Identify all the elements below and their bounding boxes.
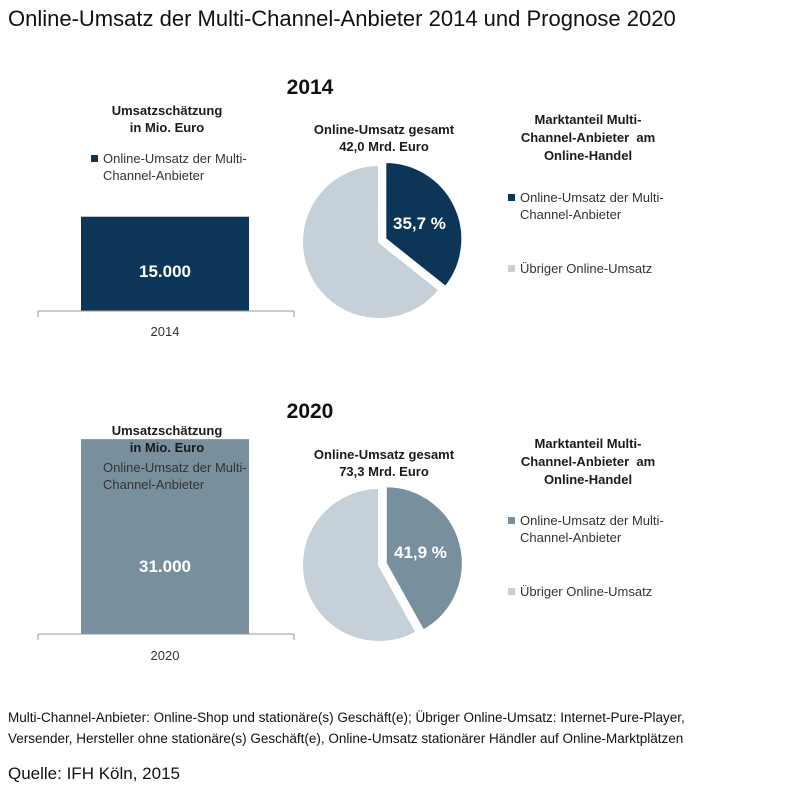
pie-title-line2: 42,0 Mrd. Euro xyxy=(339,139,429,154)
legend-label: Übriger Online-Umsatz xyxy=(520,261,653,276)
legend-label: Online-Umsatz der Multi- xyxy=(103,460,247,475)
legend-label-cont: Channel-Anbieter xyxy=(520,207,622,222)
source-note: Quelle: IFH Köln, 2015 xyxy=(8,764,180,783)
pie-slice-mc-2020 xyxy=(384,485,464,632)
pie-title-2014: Online-Umsatz gesamt 42,0 Mrd. Euro xyxy=(284,121,484,155)
share-title-line1: Marktanteil Multi- xyxy=(534,436,642,451)
legend-label: Online-Umsatz der Multi- xyxy=(103,151,247,166)
bar-title-2020: Umsatzschätzung in Mio. Euro xyxy=(67,422,267,456)
pie-slice-rest-2014 xyxy=(301,163,441,320)
pie-title-line1: Online-Umsatz gesamt xyxy=(313,447,455,462)
pie-slice-rest-2020 xyxy=(301,486,418,643)
bar-legend-2020: Online-Umsatz der Multi- Channel-Anbiete… xyxy=(91,459,247,493)
pie-title-2020: Online-Umsatz gesamt 73,3 Mrd. Euro xyxy=(284,446,484,480)
legend-label-cont: Channel-Anbieter xyxy=(103,168,205,183)
legend-swatch xyxy=(508,265,515,272)
legend-swatch xyxy=(508,194,515,201)
pie-legend-rest-2020: Übriger Online-Umsatz xyxy=(508,583,652,600)
bar-2020 xyxy=(81,439,249,634)
pie-slice-mc-2014 xyxy=(384,160,464,289)
bar-value-label-2014: 15.000 xyxy=(139,262,191,281)
legend-label: Übriger Online-Umsatz xyxy=(520,584,653,599)
legend-label-cont: Channel-Anbieter xyxy=(103,477,205,492)
share-title-line2: Channel-Anbieter am xyxy=(520,454,656,469)
year-heading-2014: 2014 xyxy=(286,76,334,99)
share-title-line2: Channel-Anbieter am xyxy=(520,130,656,145)
bar-value-label-2020: 31.000 xyxy=(139,557,191,576)
pie-legend-mc-2020: Online-Umsatz der Multi- Channel-Anbiete… xyxy=(508,512,664,546)
x-tick-label-2014: 2014 xyxy=(150,324,180,339)
share-title-2020: Marktanteil Multi- Channel-Anbieter am O… xyxy=(488,435,688,489)
x-tick-label-2020: 2020 xyxy=(150,648,180,663)
bar-title-line2: in Mio. Euro xyxy=(129,440,205,455)
legend-swatch xyxy=(91,155,98,162)
pie-slice-label-2014: 35,7 % xyxy=(393,214,446,233)
legend-swatch xyxy=(508,588,515,595)
share-title-line3: Online-Handel xyxy=(543,148,633,163)
legend-label: Online-Umsatz der Multi- xyxy=(520,190,664,205)
bar-legend-2014: Online-Umsatz der Multi- Channel-Anbiete… xyxy=(91,150,247,184)
bar-title-line2: in Mio. Euro xyxy=(129,120,205,135)
legend-swatch xyxy=(91,464,98,471)
share-title-line1: Marktanteil Multi- xyxy=(534,112,642,127)
legend-label: Online-Umsatz der Multi- xyxy=(520,513,664,528)
bar-2014 xyxy=(81,216,249,311)
footnote: Multi-Channel-Anbieter: Online-Shop und … xyxy=(8,707,793,749)
share-title-2014: Marktanteil Multi- Channel-Anbieter am O… xyxy=(488,111,688,165)
year-heading-2020: 2020 xyxy=(286,400,334,423)
pie-legend-rest-2014: Übriger Online-Umsatz xyxy=(508,260,652,277)
pie-title-line1: Online-Umsatz gesamt xyxy=(313,122,455,137)
pie-slice-label-2020: 41,9 % xyxy=(394,543,447,562)
bar-title-line1: Umsatzschätzung xyxy=(111,103,223,118)
footnote-line2: Versender, Hersteller ohne stationäre(s)… xyxy=(8,731,684,746)
legend-label-cont: Channel-Anbieter xyxy=(520,530,622,545)
legend-swatch xyxy=(508,517,515,524)
footnote-line1: Multi-Channel-Anbieter: Online-Shop und … xyxy=(8,710,685,725)
bar-title-line1: Umsatzschätzung xyxy=(111,423,223,438)
pie-legend-mc-2014: Online-Umsatz der Multi- Channel-Anbiete… xyxy=(508,189,664,223)
share-title-line3: Online-Handel xyxy=(543,472,633,487)
bar-title-2014: Umsatzschätzung in Mio. Euro xyxy=(67,102,267,136)
pie-title-line2: 73,3 Mrd. Euro xyxy=(339,464,429,479)
page-title: Online-Umsatz der Multi-Channel-Anbieter… xyxy=(8,6,676,31)
